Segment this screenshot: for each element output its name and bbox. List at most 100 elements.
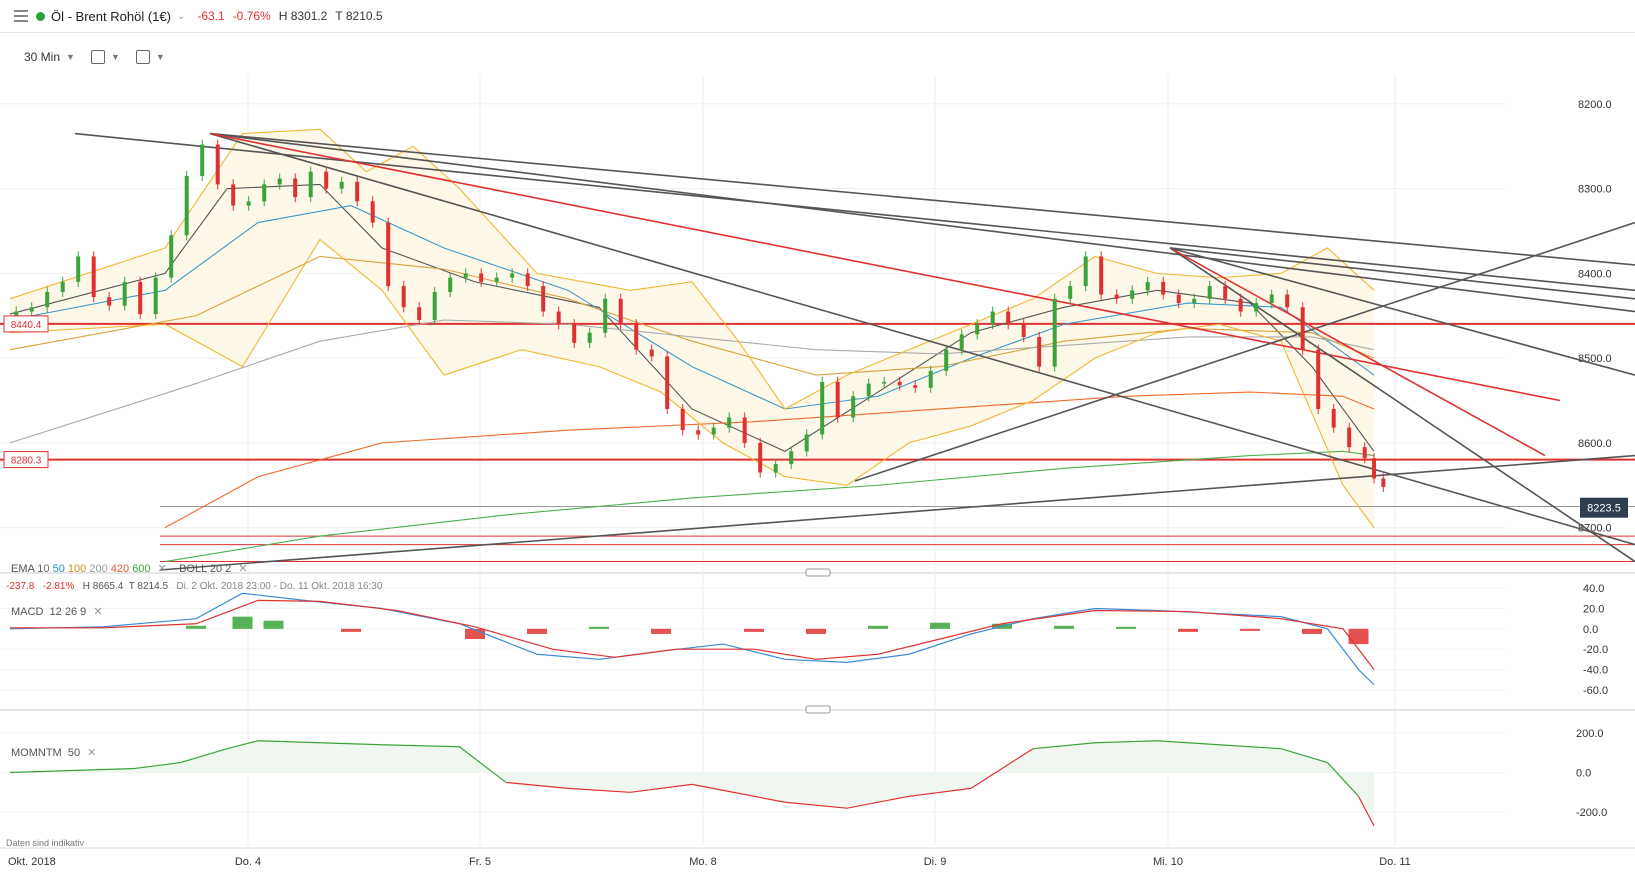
current-price-label: 8223.5 — [1587, 503, 1621, 515]
menu-icon[interactable] — [14, 10, 28, 22]
price-tick-label: 8300.0 — [1578, 184, 1612, 196]
candle-body — [215, 144, 220, 185]
price-tick-label: 8400.0 — [1578, 268, 1612, 280]
momentum-legend: MOMNTM 50 ✕ — [11, 746, 96, 759]
series-line-ema-420 — [164, 391, 1375, 529]
macd-histogram-bar — [1240, 628, 1260, 631]
candle-body — [835, 381, 840, 418]
pane-resize-handle[interactable] — [805, 705, 831, 714]
trend-line — [209, 132, 1635, 546]
pane-resize-handle[interactable] — [805, 568, 831, 577]
candle-body — [975, 324, 980, 335]
candle-body — [479, 273, 484, 282]
candle-body — [603, 298, 608, 333]
range-info: -237.8 -2.81% H 8665.4 T 8214.5 Di. 2 Ok… — [6, 581, 382, 592]
macd-tick-label: -60.0 — [1583, 685, 1608, 697]
candle-body — [246, 201, 251, 206]
current-price-tag — [1580, 497, 1628, 518]
time-tick-label: Fr. 5 — [469, 856, 491, 868]
macd-legend: MACD 12 26 9 ✕ — [11, 605, 103, 618]
macd-histogram-bar — [651, 628, 671, 634]
ema-600-label: 600 — [132, 563, 151, 575]
candle-body — [262, 184, 267, 202]
candle-body — [572, 324, 577, 343]
caret-down-icon: ▼ — [110, 52, 120, 62]
interval-selector[interactable]: 30 Min ▼ — [24, 50, 75, 64]
momentum-line-segment — [257, 740, 321, 744]
momentum-line-segment — [1327, 762, 1359, 797]
series-line-ema-10 — [9, 183, 1375, 452]
market-status-dot — [36, 11, 45, 21]
ema-10-label: 10 — [37, 563, 50, 575]
momentum-line-segment — [846, 795, 910, 809]
candle-body — [1176, 294, 1181, 304]
candle-body — [634, 324, 639, 350]
trend-line — [1169, 247, 1546, 457]
candle-body — [200, 144, 205, 176]
macd-signal: 9 — [80, 606, 87, 618]
chevron-down-icon[interactable]: ⌄ — [176, 10, 186, 22]
macd-close-icon[interactable]: ✕ — [93, 606, 103, 618]
momentum-line-segment — [459, 746, 507, 783]
candle-body — [308, 171, 313, 198]
candle-body — [804, 434, 809, 452]
series-line-ema-600 — [164, 450, 1375, 563]
ema-legend: EMA 10 50 100 200 420 600 ✕ BOLL 20 2 ✕ — [11, 562, 248, 575]
candle-body — [1223, 286, 1228, 299]
trend-line — [209, 132, 1561, 402]
candle-body — [339, 181, 344, 189]
candle-body — [76, 256, 81, 282]
boll-close-icon[interactable]: ✕ — [238, 563, 248, 575]
price-tag-upper-label: 8440.4 — [11, 320, 42, 331]
momentum-line-segment — [691, 783, 786, 803]
candle-body — [990, 311, 995, 325]
range-dates: Di. 2 Okt. 2018 23:00 - Do. 11 Okt. 2018… — [176, 581, 383, 592]
momentum-line-segment — [9, 769, 73, 774]
price-tag-lower — [3, 451, 49, 469]
momentum-fill — [10, 740, 1374, 827]
candle-body — [494, 277, 499, 282]
candle-body — [355, 181, 360, 202]
ema-close-icon[interactable]: ✕ — [157, 563, 167, 575]
macd-tick-label: 0.0 — [1583, 624, 1598, 636]
time-tick-label: Di. 9 — [924, 856, 947, 868]
candle-body — [882, 381, 887, 384]
candle-body — [153, 277, 158, 315]
candle-body — [370, 201, 375, 223]
momentum-line-segment — [970, 748, 1034, 789]
candle-body — [711, 427, 716, 435]
candle-body — [386, 222, 391, 287]
candle-body — [556, 311, 561, 325]
range-change-pct: -2.81% — [42, 581, 75, 592]
candle-body — [1347, 427, 1352, 448]
series-line-ema-200 — [9, 319, 1375, 444]
candle-body — [665, 356, 670, 409]
trend-line — [1169, 247, 1635, 376]
candle-body — [649, 349, 654, 357]
macd-histogram-bar — [868, 625, 888, 629]
range-change: -237.8 — [6, 581, 35, 592]
candle-body — [14, 311, 19, 316]
indicator-selector[interactable]: ▼ — [135, 50, 165, 64]
chart-type-selector[interactable]: ▼ — [90, 50, 120, 64]
candle-body — [1068, 286, 1073, 299]
instrument-title[interactable]: Öl - Brent Rohöl (1€) — [51, 8, 171, 24]
candle-body — [324, 171, 329, 189]
candle-body — [1285, 294, 1290, 308]
boll-period: 20 — [209, 563, 223, 575]
candle-body — [277, 178, 282, 185]
time-tick-label: Do. 4 — [235, 856, 261, 868]
momentum-line-segment — [226, 740, 259, 750]
candle-body — [1161, 281, 1166, 295]
candle-body — [1052, 298, 1057, 367]
candle-body — [1207, 286, 1212, 299]
momentum-line-segment — [1218, 744, 1282, 750]
macd-slow: 26 — [64, 606, 78, 618]
candle-body — [510, 273, 515, 278]
candle-body — [1331, 408, 1336, 428]
candle-body — [1300, 307, 1305, 350]
time-tick-label: Do. 11 — [1379, 856, 1411, 868]
range-low: T 8214.5 — [128, 581, 169, 592]
momentum-close-icon[interactable]: ✕ — [87, 747, 97, 759]
